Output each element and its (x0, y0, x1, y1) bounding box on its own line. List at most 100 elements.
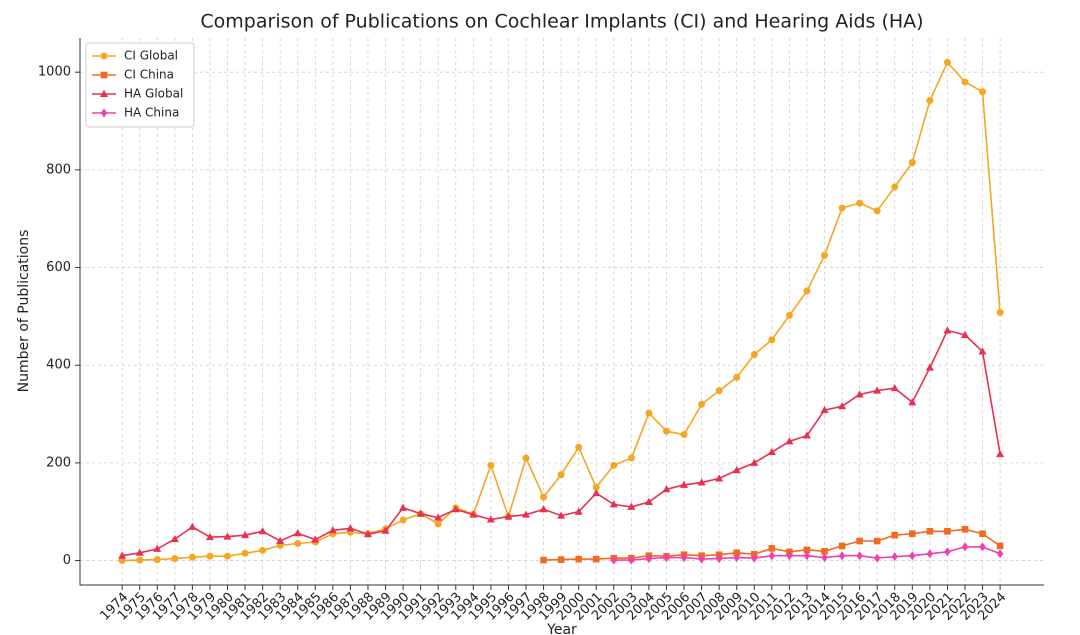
point (381, 526, 390, 534)
point (890, 383, 899, 392)
y-tick-label: 600 (46, 260, 71, 275)
point (979, 88, 987, 96)
point (909, 530, 916, 538)
y-tick-label: 800 (46, 162, 71, 177)
point (451, 505, 460, 513)
point (944, 547, 951, 557)
point (100, 89, 108, 97)
point (785, 311, 793, 319)
point (346, 524, 355, 532)
legend-label: HA China (124, 106, 179, 120)
point (311, 535, 320, 543)
point (416, 509, 425, 517)
point (205, 532, 214, 541)
y-tick-label: 200 (46, 455, 71, 470)
point (328, 526, 337, 534)
point (715, 387, 723, 395)
point (663, 553, 670, 563)
point (820, 405, 829, 414)
point (803, 287, 811, 295)
point (767, 447, 776, 456)
legend-box (85, 42, 195, 128)
point (574, 507, 583, 515)
point (100, 52, 108, 60)
point (838, 204, 846, 212)
point (996, 449, 1005, 458)
point (785, 437, 794, 445)
point (118, 557, 126, 565)
x-axis-label: Year (546, 622, 577, 635)
legend-label: CI China (124, 68, 174, 82)
point (610, 461, 618, 469)
point (540, 493, 548, 501)
point (241, 549, 249, 557)
point (540, 556, 547, 564)
point (575, 555, 582, 563)
point (856, 537, 863, 545)
point (733, 553, 740, 563)
point (750, 458, 759, 466)
point (715, 554, 723, 564)
point (206, 552, 214, 560)
point (680, 480, 689, 488)
point (786, 551, 793, 561)
point (293, 529, 302, 537)
point (188, 553, 196, 561)
chart-title: Comparison of Publications on Cochlear I… (200, 11, 923, 33)
point (750, 350, 758, 358)
point (925, 363, 934, 371)
point (961, 78, 969, 86)
point (118, 551, 127, 559)
y-axis-label: Number of Publications (16, 230, 32, 393)
point (856, 199, 864, 207)
point (944, 527, 951, 535)
legend: CI Global CI China HA Global HA China (85, 42, 195, 128)
point (838, 551, 846, 561)
point (610, 555, 617, 565)
point (592, 488, 601, 497)
point (926, 527, 934, 535)
point (751, 553, 758, 563)
point (276, 536, 285, 545)
point (434, 513, 443, 521)
point (592, 555, 600, 563)
point (153, 544, 162, 552)
point (469, 510, 478, 518)
point (802, 431, 811, 439)
point (909, 551, 916, 561)
point (960, 330, 969, 338)
point (223, 532, 232, 540)
point (838, 402, 847, 410)
point (644, 497, 653, 505)
point (803, 546, 811, 554)
point (680, 553, 688, 563)
point (838, 542, 846, 550)
point (733, 373, 741, 381)
point (486, 515, 495, 523)
point (908, 159, 916, 167)
point (294, 539, 302, 547)
point (996, 542, 1004, 550)
point (592, 483, 600, 491)
legend-label: HA Global (124, 87, 183, 101)
point (100, 71, 108, 79)
point (978, 347, 987, 355)
point (926, 97, 934, 105)
point (732, 466, 741, 474)
point (961, 542, 969, 552)
point (135, 548, 144, 556)
point (363, 530, 372, 538)
point (908, 398, 917, 406)
point (873, 537, 881, 545)
point (821, 553, 828, 563)
point (504, 512, 513, 520)
point (627, 454, 635, 462)
point (873, 553, 881, 563)
point (733, 549, 741, 557)
y-tick-label: 0 (63, 553, 71, 568)
point (557, 471, 565, 479)
point (821, 548, 828, 555)
point (609, 500, 618, 508)
point (399, 516, 407, 524)
